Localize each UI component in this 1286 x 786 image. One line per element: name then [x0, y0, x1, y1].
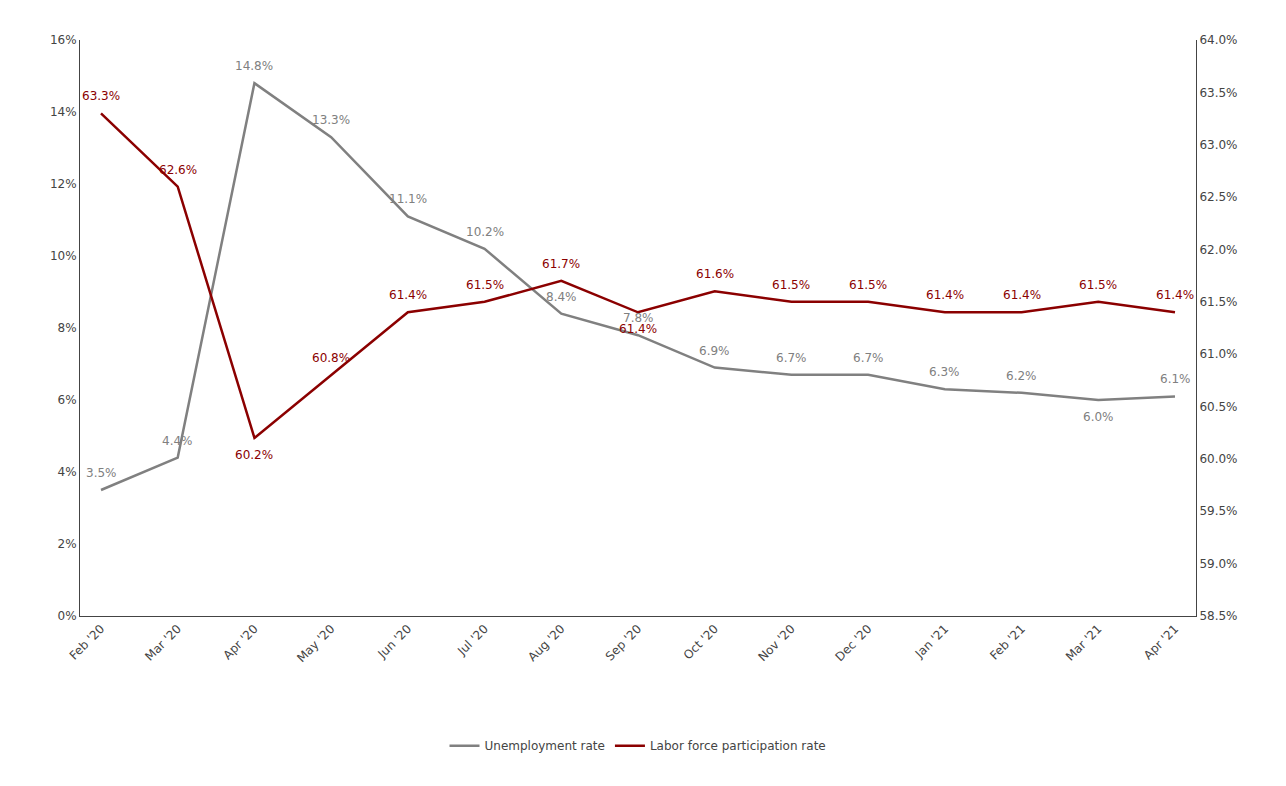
svg-text:61.6%: 61.6%	[696, 267, 734, 281]
svg-text:61.4%: 61.4%	[619, 322, 657, 336]
svg-text:63.3%: 63.3%	[82, 89, 120, 103]
svg-text:6%: 6%	[58, 393, 77, 407]
svg-text:6.0%: 6.0%	[1083, 410, 1114, 424]
svg-text:7.8%: 7.8%	[623, 311, 654, 325]
svg-text:58.5%: 58.5%	[1199, 609, 1237, 623]
svg-text:61.4%: 61.4%	[389, 288, 427, 302]
svg-text:6.9%: 6.9%	[699, 344, 730, 358]
svg-text:60.0%: 60.0%	[1199, 452, 1237, 466]
svg-text:60.2%: 60.2%	[235, 448, 273, 462]
svg-text:Aug '20: Aug '20	[525, 622, 567, 664]
svg-text:14%: 14%	[50, 105, 77, 119]
svg-text:Feb '21: Feb '21	[987, 622, 1028, 663]
svg-text:60.8%: 60.8%	[312, 351, 350, 365]
svg-text:May '20: May '20	[294, 622, 337, 665]
svg-text:59.0%: 59.0%	[1199, 557, 1237, 571]
svg-text:59.5%: 59.5%	[1199, 504, 1237, 518]
svg-text:64.0%: 64.0%	[1199, 33, 1237, 47]
svg-text:Sep '20: Sep '20	[603, 622, 645, 664]
svg-text:62.0%: 62.0%	[1199, 243, 1237, 257]
svg-text:Jun '20: Jun '20	[375, 622, 415, 662]
svg-text:Unemployment rate: Unemployment rate	[485, 739, 605, 753]
svg-text:62.5%: 62.5%	[1199, 190, 1237, 204]
svg-text:2%: 2%	[58, 537, 77, 551]
svg-text:61.5%: 61.5%	[772, 278, 810, 292]
svg-text:Nov '20: Nov '20	[756, 622, 798, 664]
svg-text:61.0%: 61.0%	[1199, 347, 1237, 361]
svg-text:6.3%: 6.3%	[929, 365, 960, 379]
svg-text:Mar '21: Mar '21	[1063, 622, 1105, 664]
svg-text:8%: 8%	[58, 321, 77, 335]
svg-text:Apr '20: Apr '20	[220, 622, 260, 662]
svg-text:61.7%: 61.7%	[542, 257, 580, 271]
svg-text:10%: 10%	[50, 249, 77, 263]
svg-text:61.4%: 61.4%	[1156, 288, 1194, 302]
svg-text:63.0%: 63.0%	[1199, 138, 1237, 152]
svg-text:6.7%: 6.7%	[853, 351, 884, 365]
svg-text:Mar '20: Mar '20	[142, 622, 184, 664]
svg-text:Apr '21: Apr '21	[1141, 622, 1181, 662]
svg-text:4%: 4%	[58, 465, 77, 479]
svg-text:Dec '20: Dec '20	[832, 622, 874, 664]
svg-text:4.4%: 4.4%	[162, 434, 193, 448]
svg-text:12%: 12%	[50, 177, 77, 191]
svg-text:14.8%: 14.8%	[235, 59, 273, 73]
svg-text:61.5%: 61.5%	[1199, 295, 1237, 309]
svg-text:Jan '21: Jan '21	[912, 622, 952, 662]
svg-text:10.2%: 10.2%	[466, 225, 504, 239]
svg-text:61.5%: 61.5%	[1079, 278, 1117, 292]
svg-text:Labor force participation rate: Labor force participation rate	[650, 739, 826, 753]
svg-text:6.2%: 6.2%	[1006, 369, 1037, 383]
svg-text:16%: 16%	[50, 33, 77, 47]
svg-text:60.5%: 60.5%	[1199, 400, 1237, 414]
svg-text:6.7%: 6.7%	[776, 351, 807, 365]
svg-text:61.5%: 61.5%	[466, 278, 504, 292]
svg-text:6.1%: 6.1%	[1160, 372, 1191, 386]
svg-text:61.4%: 61.4%	[1003, 288, 1041, 302]
svg-text:62.6%: 62.6%	[159, 163, 197, 177]
svg-text:Feb '20: Feb '20	[67, 622, 108, 663]
svg-text:3.5%: 3.5%	[86, 466, 117, 480]
svg-text:0%: 0%	[58, 609, 77, 623]
svg-text:8.4%: 8.4%	[546, 290, 577, 304]
svg-text:11.1%: 11.1%	[389, 192, 427, 206]
svg-text:13.3%: 13.3%	[312, 113, 350, 127]
svg-text:61.4%: 61.4%	[926, 288, 964, 302]
svg-text:61.5%: 61.5%	[849, 278, 887, 292]
svg-text:Jul '20: Jul '20	[454, 622, 491, 659]
svg-text:63.5%: 63.5%	[1199, 86, 1237, 100]
svg-text:Oct '20: Oct '20	[681, 622, 721, 662]
